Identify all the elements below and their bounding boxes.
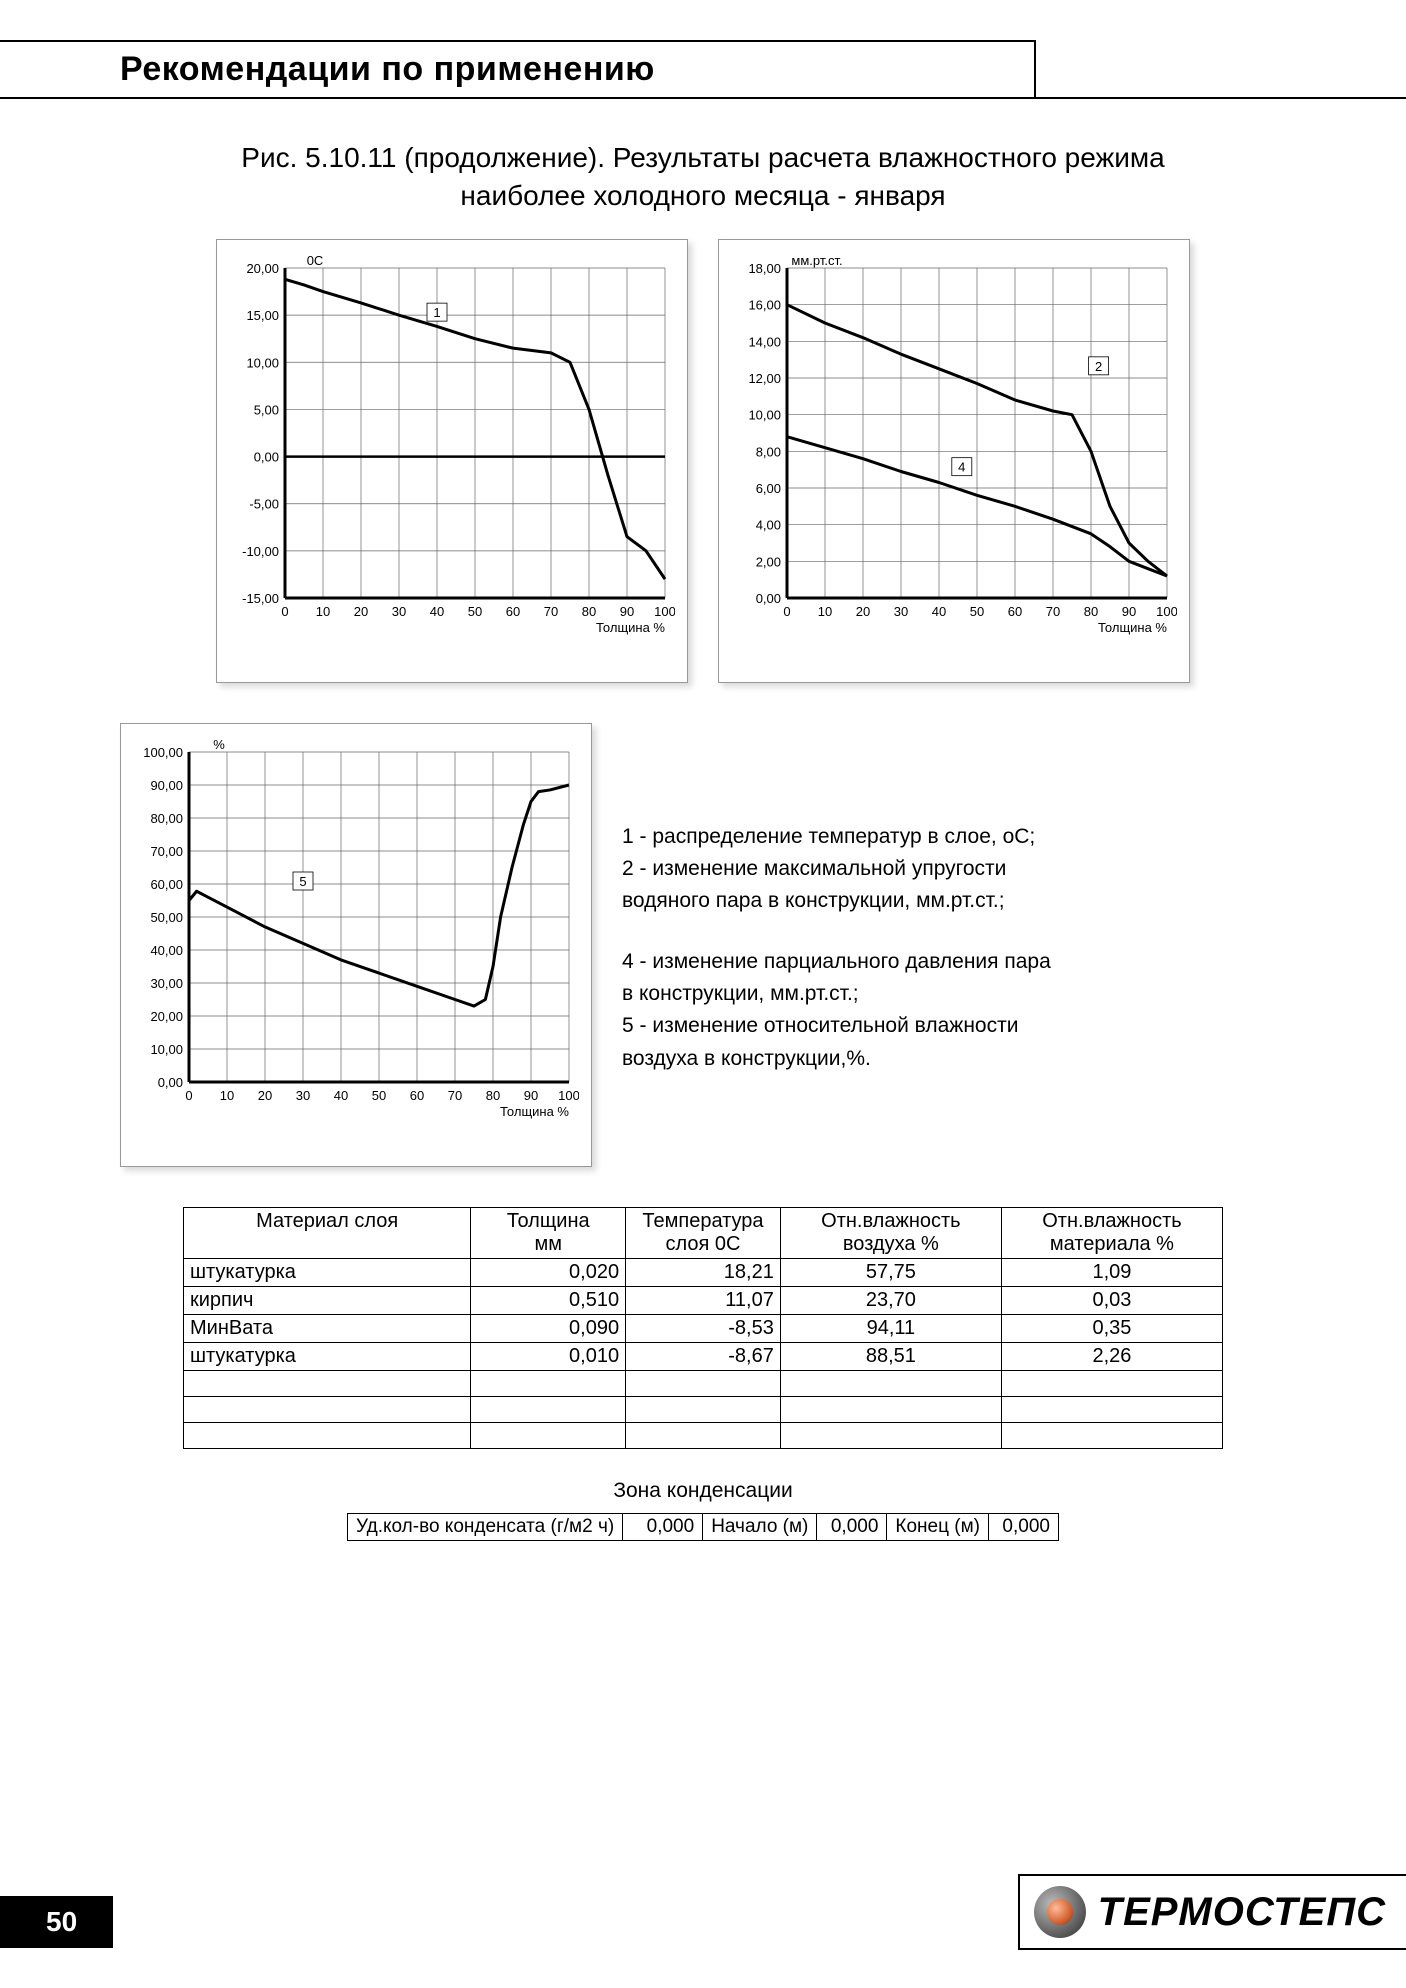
svg-text:70: 70	[544, 604, 558, 619]
svg-text:0: 0	[783, 604, 790, 619]
svg-text:70: 70	[1046, 604, 1060, 619]
svg-text:100: 100	[1156, 604, 1177, 619]
svg-text:90,00: 90,00	[150, 778, 183, 793]
svg-text:0: 0	[185, 1088, 192, 1103]
svg-text:30: 30	[392, 604, 406, 619]
svg-text:10: 10	[220, 1088, 234, 1103]
svg-text:50: 50	[970, 604, 984, 619]
svg-text:80,00: 80,00	[150, 811, 183, 826]
brand-logo-box: ТЕРМОСТЕПС	[1018, 1874, 1406, 1950]
svg-text:30,00: 30,00	[150, 976, 183, 991]
svg-text:10,00: 10,00	[246, 355, 279, 370]
svg-text:5: 5	[299, 874, 306, 889]
svg-text:90: 90	[524, 1088, 538, 1103]
svg-text:18,00: 18,00	[748, 261, 781, 276]
svg-text:30: 30	[894, 604, 908, 619]
col-material: Материал слоя	[184, 1207, 471, 1258]
col-rh-air: Отн.влажностьвоздуха %	[780, 1207, 1001, 1258]
svg-text:80: 80	[582, 604, 596, 619]
svg-text:20: 20	[258, 1088, 272, 1103]
svg-text:15,00: 15,00	[246, 308, 279, 323]
svg-text:80: 80	[486, 1088, 500, 1103]
table-row: штукатурка0,010-8,6788,512,26	[184, 1342, 1223, 1370]
svg-text:12,00: 12,00	[748, 371, 781, 386]
svg-text:2: 2	[1095, 358, 1102, 373]
svg-text:10: 10	[316, 604, 330, 619]
svg-text:Толщина %: Толщина %	[500, 1104, 569, 1119]
svg-text:0: 0	[281, 604, 288, 619]
svg-text:100,00: 100,00	[143, 745, 183, 760]
svg-text:0,00: 0,00	[254, 449, 279, 464]
svg-text:50: 50	[372, 1088, 386, 1103]
table-row: штукатурка0,02018,2157,751,09	[184, 1258, 1223, 1286]
svg-text:40: 40	[430, 604, 444, 619]
svg-text:60: 60	[506, 604, 520, 619]
col-thickness: Толщинамм	[471, 1207, 626, 1258]
svg-text:4,00: 4,00	[756, 517, 781, 532]
table-row: кирпич0,51011,0723,700,03	[184, 1286, 1223, 1314]
svg-text:5,00: 5,00	[254, 402, 279, 417]
svg-text:80: 80	[1084, 604, 1098, 619]
svg-text:-15,00: -15,00	[242, 591, 279, 606]
table-row	[184, 1396, 1223, 1422]
svg-text:90: 90	[620, 604, 634, 619]
svg-text:60: 60	[1008, 604, 1022, 619]
col-rh-mat: Отн.влажностьматериала %	[1001, 1207, 1222, 1258]
svg-text:100: 100	[654, 604, 675, 619]
svg-text:100: 100	[558, 1088, 579, 1103]
svg-text:2,00: 2,00	[756, 554, 781, 569]
table-row	[184, 1370, 1223, 1396]
svg-text:10: 10	[818, 604, 832, 619]
svg-text:1: 1	[433, 305, 440, 320]
page-number: 50	[0, 1896, 113, 1948]
svg-text:50: 50	[468, 604, 482, 619]
svg-text:%: %	[213, 737, 225, 752]
legend-text: 1 - распределение температур в слое, оС;…	[622, 723, 1051, 1077]
svg-text:90: 90	[1122, 604, 1136, 619]
svg-text:60,00: 60,00	[150, 877, 183, 892]
svg-text:Толщина %: Толщина %	[596, 620, 665, 635]
svg-text:40: 40	[334, 1088, 348, 1103]
chart-humidity: 100,0090,0080,0070,0060,0050,0040,0030,0…	[120, 723, 592, 1167]
svg-text:4: 4	[958, 459, 965, 474]
svg-text:20: 20	[354, 604, 368, 619]
svg-text:40: 40	[932, 604, 946, 619]
table-row: МинВата0,090-8,5394,110,35	[184, 1314, 1223, 1342]
svg-text:8,00: 8,00	[756, 444, 781, 459]
brand-name: ТЕРМОСТЕПС	[1098, 1890, 1386, 1935]
chart-pressure: 18,00 16,00 14,00 12,00 10,00 8,00 6,00 4,00 2,0…	[718, 239, 1190, 683]
zone-table: Уд.кол-во конденсата (г/м2 ч) 0,000 Нача…	[347, 1513, 1059, 1541]
svg-text:40,00: 40,00	[150, 943, 183, 958]
brand-logo-icon	[1034, 1886, 1086, 1938]
zone-title: Зона конденсации	[120, 1479, 1286, 1503]
table-row	[184, 1422, 1223, 1448]
col-temp: Температураслоя 0С	[626, 1207, 781, 1258]
svg-text:0,00: 0,00	[756, 591, 781, 606]
svg-text:-5,00: -5,00	[249, 496, 279, 511]
svg-text:30: 30	[296, 1088, 310, 1103]
svg-text:20: 20	[856, 604, 870, 619]
svg-text:70,00: 70,00	[150, 844, 183, 859]
figure-caption: Рис. 5.10.11 (продолжение). Результаты р…	[120, 139, 1286, 215]
chart-temperature: 20,00 15,00 10,00 5,00 0,00 -5,00 -10,00 -15,00…	[216, 239, 688, 683]
svg-text:-10,00: -10,00	[242, 543, 279, 558]
svg-text:0,00: 0,00	[158, 1075, 183, 1090]
svg-text:Толщина %: Толщина %	[1098, 620, 1167, 635]
svg-text:20,00: 20,00	[246, 261, 279, 276]
svg-text:60: 60	[410, 1088, 424, 1103]
materials-table: Материал слоя Толщинамм Температураслоя …	[183, 1207, 1223, 1449]
svg-text:6,00: 6,00	[756, 481, 781, 496]
svg-text:14,00: 14,00	[748, 334, 781, 349]
svg-text:10,00: 10,00	[748, 407, 781, 422]
svg-text:10,00: 10,00	[150, 1042, 183, 1057]
svg-text:50,00: 50,00	[150, 910, 183, 925]
svg-text:16,00: 16,00	[748, 297, 781, 312]
svg-text:70: 70	[448, 1088, 462, 1103]
svg-text:0C: 0C	[307, 253, 324, 268]
page-header-title: Рекомендации по применению	[120, 50, 655, 88]
svg-text:20,00: 20,00	[150, 1009, 183, 1024]
svg-text:мм.рт.ст.: мм.рт.ст.	[791, 253, 842, 268]
